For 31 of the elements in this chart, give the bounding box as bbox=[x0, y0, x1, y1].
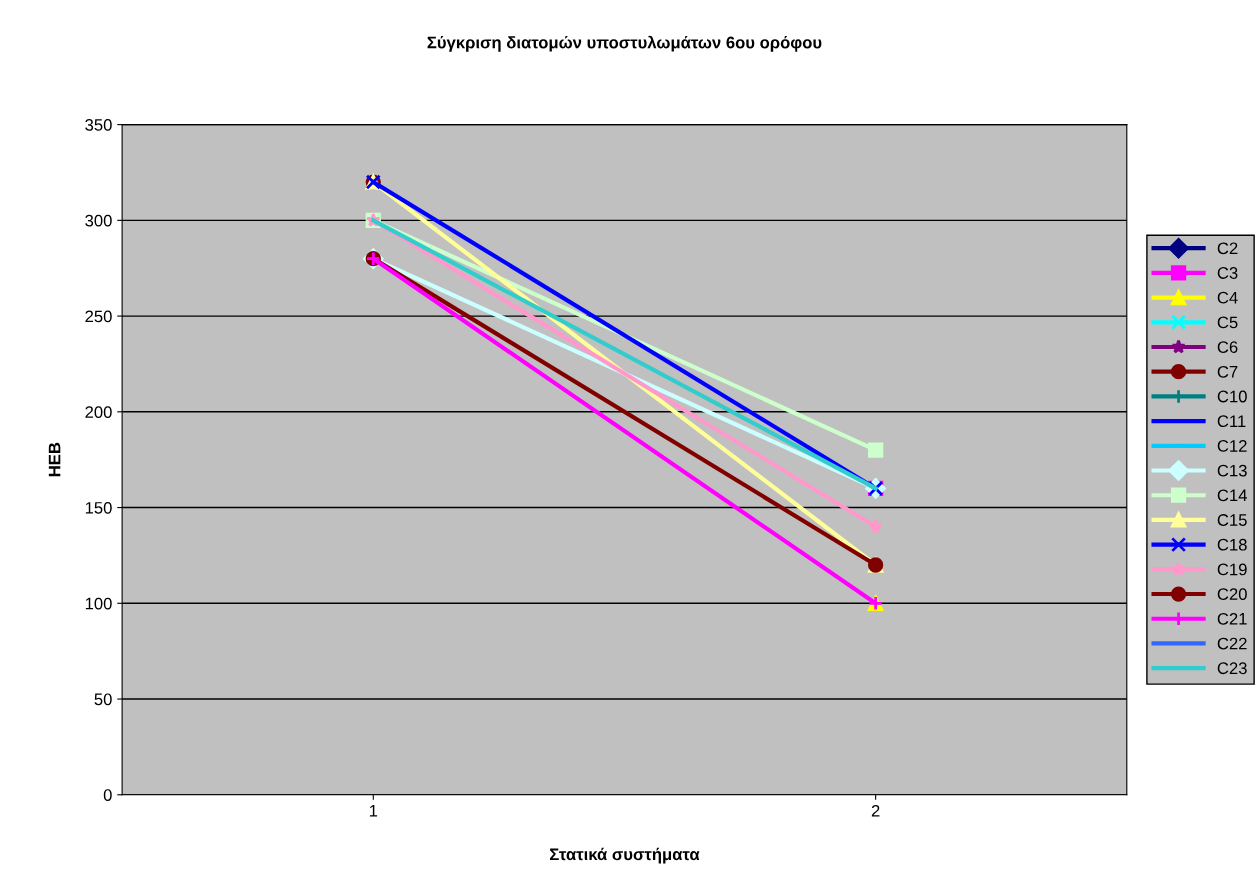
legend-label: C4 bbox=[1217, 291, 1238, 304]
legend-label: C22 bbox=[1217, 637, 1247, 650]
legend-label: C19 bbox=[1217, 563, 1247, 576]
y-tick-label: 50 bbox=[94, 693, 112, 706]
legend-label: C18 bbox=[1217, 538, 1247, 551]
y-tick-label: 150 bbox=[85, 501, 112, 514]
y-axis-title: HEB bbox=[48, 442, 61, 477]
y-tick-label: 200 bbox=[85, 406, 112, 419]
y-tick-label: 0 bbox=[103, 789, 112, 801]
legend-label: C11 bbox=[1217, 415, 1246, 428]
legend-label: C23 bbox=[1217, 662, 1247, 675]
legend-label: C14 bbox=[1217, 489, 1247, 502]
legend-label: C13 bbox=[1217, 464, 1247, 477]
legend-label: C5 bbox=[1217, 316, 1238, 329]
legend-label: C3 bbox=[1217, 267, 1238, 279]
y-tick-label: 250 bbox=[85, 310, 112, 323]
legend-label: C21 bbox=[1217, 612, 1247, 625]
y-tick-label: 300 bbox=[85, 214, 112, 227]
legend-label: C20 bbox=[1217, 588, 1247, 601]
y-tick-label: 350 bbox=[85, 119, 112, 131]
legend-label: C10 bbox=[1217, 390, 1247, 403]
legend-label: C12 bbox=[1217, 440, 1247, 452]
legend-label: C15 bbox=[1217, 514, 1247, 526]
chart-title: Σύγκριση διατομών υποστυλωμάτων 6ου ορόφου bbox=[427, 35, 822, 52]
legend-label: C7 bbox=[1217, 365, 1238, 378]
x-tick-label: 1 bbox=[369, 805, 378, 817]
x-tick-label: 2 bbox=[871, 804, 880, 817]
legend-label: C2 bbox=[1217, 242, 1238, 255]
legend-label: C6 bbox=[1217, 341, 1238, 353]
x-axis-title: Στατικά συστήματα bbox=[550, 847, 700, 864]
y-tick-label: 100 bbox=[85, 597, 112, 610]
